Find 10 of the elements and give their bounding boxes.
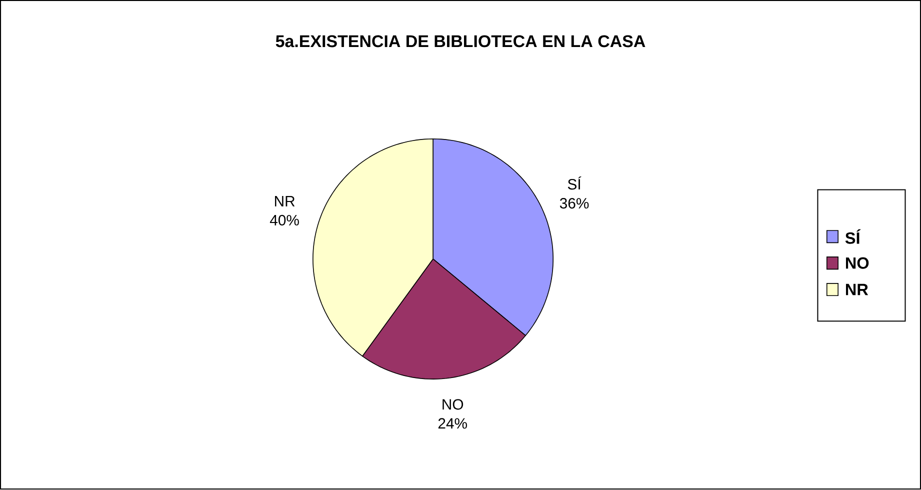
legend-label: SÍ [845, 230, 861, 244]
slice-label: SÍ [568, 176, 582, 190]
legend-label: NO [846, 258, 869, 270]
legend-label: NR [846, 284, 868, 296]
data-label: 40% [270, 215, 299, 226]
slice-label: NR [275, 196, 295, 207]
slice-label: NO [442, 399, 464, 410]
data-label: 36% [560, 198, 589, 209]
data-label: 24% [438, 418, 467, 429]
chart-title: 5a.EXISTENCIA DE BIBLIOTECA EN LA CASA [276, 35, 646, 48]
